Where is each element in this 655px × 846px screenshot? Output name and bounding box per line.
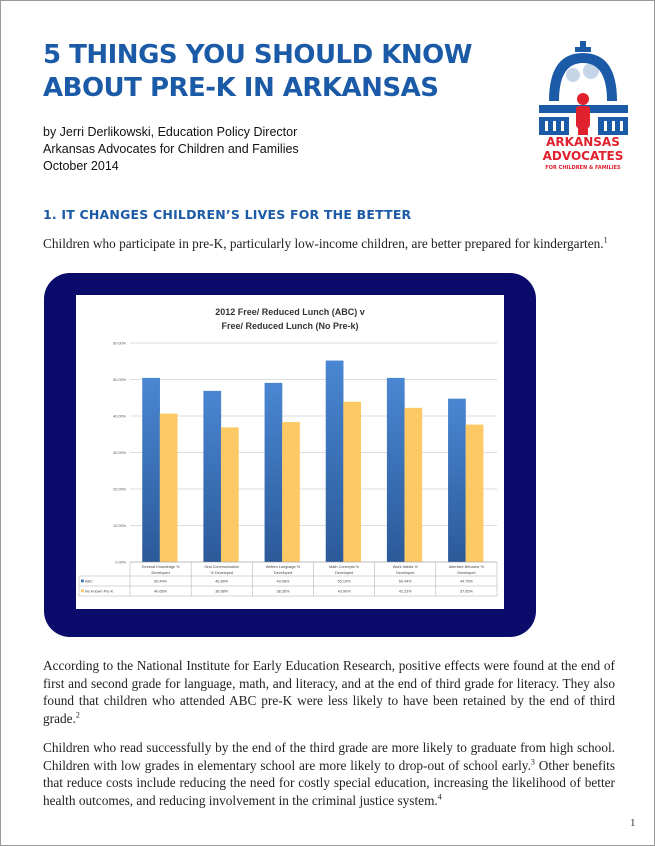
- organization: Arkansas Advocates for Children and Fami…: [43, 142, 299, 156]
- chart-title-line-2: Free/ Reduced Lunch (No Pre-k): [221, 321, 358, 331]
- y-tick-label: 30.00%: [113, 451, 127, 455]
- x-category-label: Oral Communication: [204, 565, 239, 569]
- x-category-label: Math Concepts %: [329, 565, 360, 569]
- data-table-value: 37.65%: [460, 590, 474, 594]
- data-table-value: 40.66%: [154, 590, 168, 594]
- paragraph-text: According to the National Institute for …: [43, 658, 615, 726]
- footnote-ref[interactable]: 4: [437, 792, 442, 802]
- data-table-value: 46.89%: [215, 580, 229, 584]
- intro-paragraph: Children who participate in pre-K, parti…: [43, 235, 615, 253]
- data-table-value: 36.88%: [215, 590, 229, 594]
- author: by Jerri Derlikowski, Education Policy D…: [43, 125, 298, 139]
- bar-abc: [264, 382, 283, 562]
- x-category-label: Written Language %: [266, 565, 301, 569]
- y-tick-label: 0.00%: [115, 561, 126, 565]
- paragraph-text: Other benefits that reduce costs include…: [43, 757, 616, 808]
- data-table-value: 43.90%: [338, 590, 352, 594]
- x-category-label: Attentive Behavior %: [449, 565, 485, 569]
- body-text: According to the National Institute for …: [43, 657, 615, 809]
- paragraph-benefits: Children who read successfully by the en…: [43, 739, 615, 809]
- x-category-label: Developed: [152, 571, 170, 575]
- y-tick-label: 40.00%: [113, 415, 127, 419]
- x-category-label: % Developed: [210, 571, 233, 575]
- svg-text:ADVOCATES: ADVOCATES: [543, 149, 624, 163]
- page-title: 5 THINGS YOU SHOULD KNOW ABOUT PRE-K IN …: [43, 39, 472, 105]
- title-line-2: ABOUT PRE-K IN ARKANSAS: [43, 73, 439, 103]
- legend-swatch: [81, 579, 84, 583]
- legend-label: ABC: [85, 580, 93, 584]
- x-category-label: Developed: [335, 571, 353, 575]
- data-table-value: 44.75%: [460, 580, 474, 584]
- bar-no-pre-k: [282, 422, 300, 562]
- paragraph-research: According to the National Institute for …: [43, 657, 615, 727]
- bar-abc: [142, 377, 160, 562]
- data-table-value: 49.08%: [276, 580, 290, 584]
- bar-no-pre-k: [465, 424, 484, 562]
- title-line-1: 5 THINGS YOU SHOULD KNOW: [43, 40, 472, 70]
- data-table-value: 50.44%: [399, 580, 413, 584]
- data-table-value: 38.35%: [276, 590, 290, 594]
- bar-no-pre-k: [404, 407, 423, 562]
- bar-no-pre-k: [159, 413, 178, 562]
- data-table-value: 55.19%: [338, 580, 352, 584]
- x-category-label: Developed: [274, 571, 292, 575]
- date: October 2014: [43, 159, 119, 173]
- data-table-value: 50.44%: [154, 580, 168, 584]
- x-category-label: Developed: [457, 571, 475, 575]
- paragraph-text: Children who read successfully by the en…: [43, 740, 615, 773]
- intro-text: Children who participate in pre-K, parti…: [43, 236, 604, 251]
- bar-abc: [203, 390, 222, 562]
- arkansas-advocates-logo: ARKANSAS ADVOCATES FOR CHILDREN & FAMILI…: [539, 41, 628, 171]
- bar-no-pre-k: [343, 401, 362, 562]
- x-category-label: Developed: [396, 571, 414, 575]
- legend-swatch: [81, 589, 84, 593]
- bar-abc: [448, 398, 466, 562]
- bar-chart: 2012 Free/ Reduced Lunch (ABC) v Free/ Re…: [76, 295, 504, 609]
- logo-text: ARKANSAS: [546, 135, 620, 149]
- page-number: 1: [630, 817, 636, 829]
- bar-abc: [325, 360, 344, 562]
- y-tick-label: 60.00%: [113, 342, 127, 346]
- footnote-ref[interactable]: 1: [603, 235, 608, 245]
- byline: by Jerri Derlikowski, Education Policy D…: [43, 124, 299, 175]
- data-table-value: 42.23%: [399, 590, 413, 594]
- y-tick-label: 10.00%: [113, 524, 127, 528]
- svg-text:FOR CHILDREN & FAMILIES: FOR CHILDREN & FAMILIES: [545, 165, 621, 171]
- y-tick-label: 20.00%: [113, 488, 127, 492]
- x-category-label: General Knowledge %: [142, 565, 180, 569]
- footnote-ref[interactable]: 2: [75, 710, 80, 720]
- bar-no-pre-k: [220, 427, 239, 562]
- section-heading: 1. IT CHANGES CHILDREN’S LIVES FOR THE B…: [43, 207, 412, 222]
- bar-abc: [386, 377, 405, 562]
- chart-title-line-1: 2012 Free/ Reduced Lunch (ABC) v: [215, 307, 365, 317]
- legend-label: No Known Pre-K: [85, 590, 114, 594]
- y-tick-label: 50.00%: [113, 378, 127, 382]
- footnote-ref[interactable]: 3: [530, 757, 535, 767]
- x-category-label: Work Habits %: [393, 565, 419, 569]
